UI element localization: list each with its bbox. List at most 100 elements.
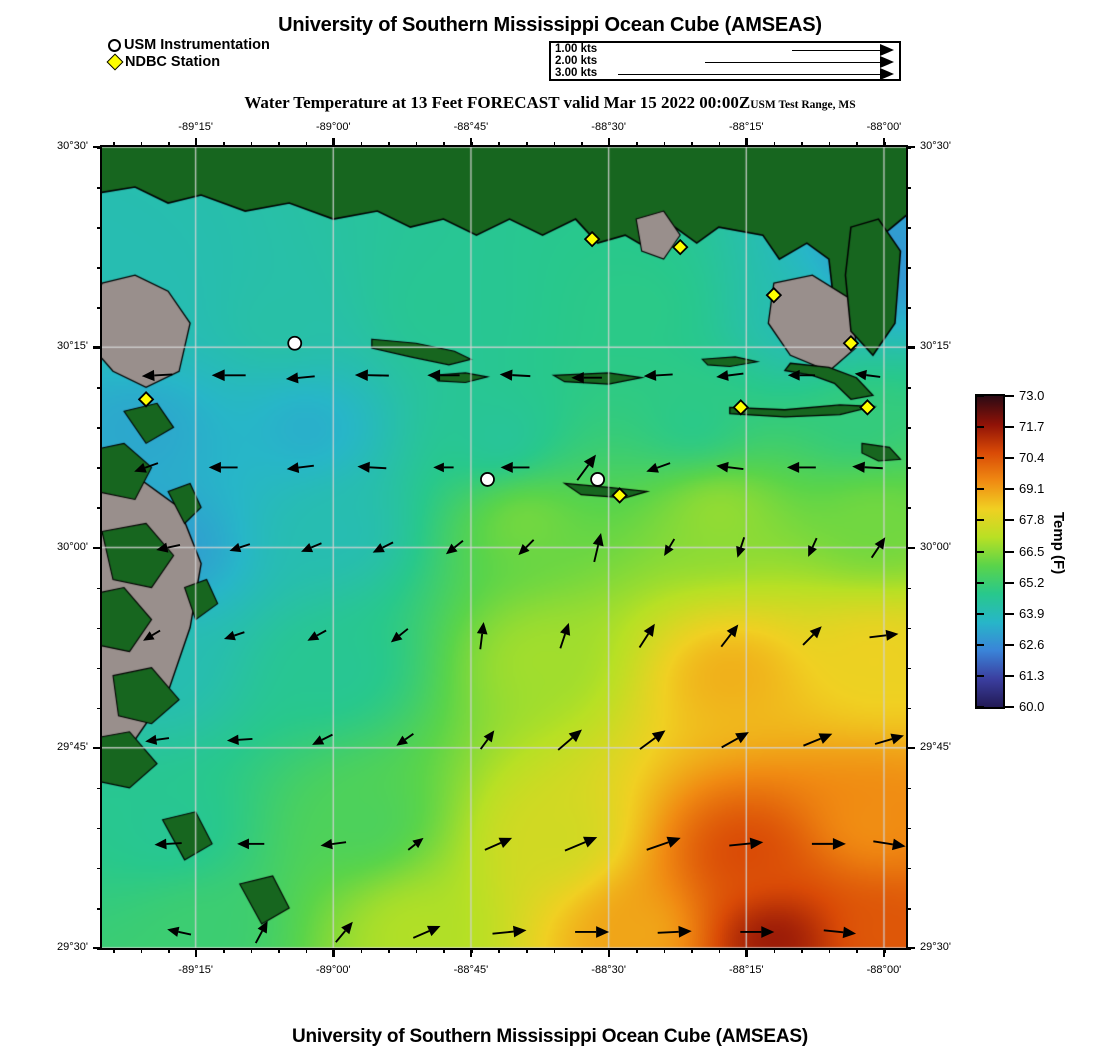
current-vector-shaft <box>407 843 416 851</box>
colorbar-tick <box>1005 426 1014 429</box>
colorbar-tick <box>1005 674 1014 677</box>
current-vector-arrow <box>341 921 353 935</box>
current-vector-arrow <box>651 730 666 743</box>
lon-axis-label: -88°30' <box>591 121 626 133</box>
current-vector-shaft <box>874 738 893 745</box>
current-vector-shaft <box>298 464 314 469</box>
velocity-arrow-shaft-1 <box>792 50 880 51</box>
usm-instrumentation-marker[interactable] <box>287 335 303 351</box>
current-vector-arrow <box>726 624 739 638</box>
colorbar-tick <box>1005 612 1014 615</box>
current-vector-shaft <box>297 375 315 379</box>
current-vector-arrow <box>560 622 571 636</box>
lat-axis-label: 30°30' <box>920 140 951 152</box>
colorbar-tick-label: 65.2 <box>1019 574 1045 590</box>
current-vector-arrow <box>571 372 584 384</box>
current-vector-shaft <box>729 842 751 847</box>
current-vector-arrow <box>885 629 899 641</box>
current-vector-shaft <box>369 466 387 470</box>
current-vector-arrow <box>208 461 221 473</box>
colorbar-tick <box>1005 519 1014 522</box>
velocity-arrow-head-1 <box>880 44 894 56</box>
current-vector-arrow <box>307 631 320 641</box>
current-vector-arrow <box>412 837 424 849</box>
colorbar-tick <box>1005 643 1014 646</box>
ndbc-station-marker[interactable] <box>611 487 628 504</box>
current-vector-shaft <box>870 546 880 559</box>
lat-axis-label: 30°30' <box>57 140 88 152</box>
ndbc-station-marker[interactable] <box>842 334 860 352</box>
velocity-scale-label-2: 2.00 kts <box>555 55 598 67</box>
lat-axis-label: 29°45' <box>57 740 88 753</box>
current-vector-arrow <box>223 630 236 641</box>
current-vector-arrow <box>396 735 408 746</box>
velocity-arrow-head-2 <box>880 56 894 68</box>
current-vector-shaft <box>720 633 732 648</box>
current-vector-shaft <box>802 633 815 646</box>
current-vector-arrow <box>301 542 314 553</box>
velocity-arrow-shaft-2 <box>705 62 880 63</box>
colorbar-tick <box>1005 581 1014 584</box>
current-vector-arrow <box>145 734 158 745</box>
current-vector-arrow <box>666 836 681 848</box>
current-vector-arrow <box>354 369 368 382</box>
ndbc-station-marker[interactable] <box>859 399 876 416</box>
colorbar-tick-label: 71.7 <box>1019 419 1045 435</box>
lon-axis-label: -88°30' <box>591 964 626 976</box>
current-vector-arrow <box>716 370 729 381</box>
colorbar-title: Temp (F) <box>1050 512 1067 575</box>
current-vector-shaft <box>382 541 394 549</box>
current-vector-shaft <box>639 737 656 750</box>
current-vector-arrow <box>787 369 800 381</box>
current-vector-shaft <box>656 462 671 469</box>
current-vector-shaft <box>310 542 322 549</box>
usm-instrumentation-marker[interactable] <box>590 472 606 487</box>
current-vector-arrow <box>500 461 513 473</box>
current-vector-shaft <box>803 737 822 747</box>
current-vector-arrow <box>372 543 385 553</box>
current-vector-shaft <box>166 842 182 845</box>
ndbc-station-marker[interactable] <box>583 230 601 248</box>
current-vector-shaft <box>559 633 566 649</box>
velocity-scale-label-1: 1.00 kts <box>555 43 598 55</box>
footer-title: University of Southern Mississippi Ocean… <box>291 1026 808 1047</box>
colorbar-tick-inner <box>975 457 984 460</box>
lon-axis-label: -89°00' <box>315 964 351 976</box>
current-vector-arrow <box>643 369 657 381</box>
diamond-marker-icon <box>106 53 124 71</box>
current-vector-shaft <box>727 466 744 471</box>
current-vector-shaft <box>144 462 159 469</box>
current-vector-arrow <box>761 926 775 938</box>
colorbar-tick-inner <box>975 612 984 615</box>
map-plot-area[interactable] <box>100 145 908 950</box>
velocity-scale-row-1: 1.00 kts <box>551 43 899 56</box>
current-vector-shaft <box>151 629 161 637</box>
colorbar-tick <box>1005 706 1014 708</box>
colorbar-tick-label: 73.0 <box>1019 388 1045 403</box>
colorbar-tick-label: 70.4 <box>1019 450 1045 466</box>
current-vector-shaft <box>335 930 346 943</box>
ndbc-station-marker[interactable] <box>137 391 155 408</box>
colorbar-tick-label: 63.9 <box>1019 605 1045 621</box>
circle-marker-icon <box>108 38 121 52</box>
current-vector-arrow <box>427 369 441 382</box>
ndbc-station-marker[interactable] <box>732 399 750 416</box>
current-vector-arrow <box>832 838 846 850</box>
current-vector-arrow <box>808 545 817 557</box>
current-vector-arrow <box>499 369 513 381</box>
current-vector-arrow <box>426 925 441 937</box>
ndbc-station-marker[interactable] <box>765 286 783 304</box>
current-vector-shaft <box>398 628 409 637</box>
usm-instrumentation-marker[interactable] <box>480 472 495 487</box>
current-vector-arrow <box>390 631 403 643</box>
current-vector-shaft <box>479 738 489 750</box>
lat-axis-label: 29°30' <box>920 941 951 953</box>
current-vector-shaft <box>866 374 881 378</box>
current-vector-arrow <box>211 369 225 382</box>
current-vector-arrow <box>854 369 867 381</box>
current-vector-arrow <box>433 462 444 473</box>
current-vector-shaft <box>873 840 894 846</box>
ndbc-station-marker[interactable] <box>671 238 689 256</box>
lon-axis-label: -89°00' <box>315 121 351 133</box>
current-vector-arrow <box>749 837 764 850</box>
